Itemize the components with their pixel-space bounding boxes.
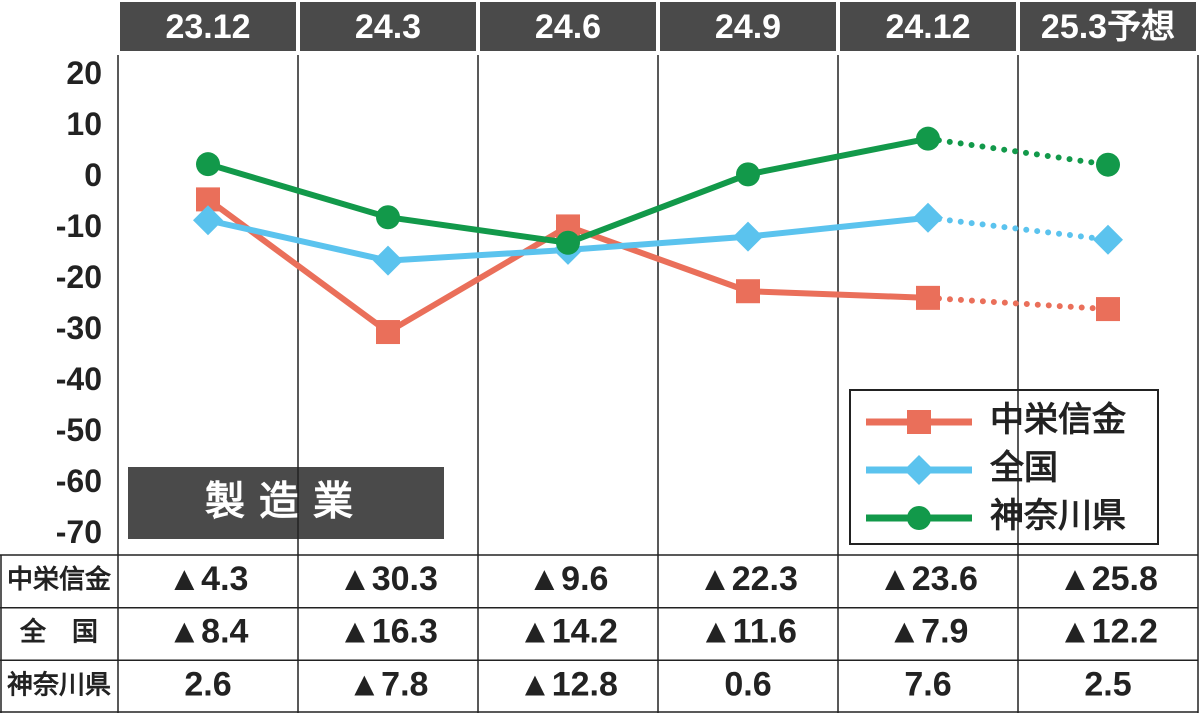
y-tick-label: -40: [56, 361, 102, 397]
table-cell: 2.5: [1084, 665, 1131, 703]
chart-title: 製造業: [205, 480, 367, 524]
header-cell: [840, 2, 1016, 51]
marker: [1096, 297, 1120, 322]
marker: [736, 162, 760, 187]
marker: [913, 202, 943, 233]
table-cell: ▲8.4: [168, 613, 249, 651]
marker: [1093, 224, 1123, 255]
marker: [907, 506, 931, 530]
header-cell: [300, 2, 476, 51]
table-cell: ▲7.8: [348, 665, 429, 703]
legend-label: 中栄信金: [990, 400, 1127, 439]
y-tick-label: -70: [56, 514, 102, 550]
header-cell: [480, 2, 656, 51]
x-tick-label: 25.3予想: [1041, 8, 1175, 46]
y-tick-label: -50: [56, 412, 102, 448]
forecast-line: [925, 294, 1111, 313]
row-label: 全 国: [19, 617, 98, 647]
marker: [916, 285, 940, 310]
x-tick-label: 23.12: [165, 8, 250, 46]
y-tick-label: -20: [56, 259, 102, 295]
table-cell: ▲4.3: [168, 560, 249, 598]
marker: [196, 152, 220, 177]
table-cell: ▲7.9: [888, 613, 969, 651]
x-tick-label: 24.6: [535, 8, 601, 46]
table-cell: ▲14.2: [518, 613, 618, 651]
marker: [193, 205, 223, 236]
marker: [736, 279, 760, 304]
forecast-line: [925, 214, 1111, 243]
table-cell: ▲23.6: [878, 560, 978, 598]
y-tick-label: 10: [66, 106, 102, 142]
table-cell: 0.6: [724, 665, 771, 703]
marker: [373, 245, 403, 276]
header-cell: [660, 2, 836, 51]
x-tick-label: 24.3: [355, 8, 421, 46]
marker: [907, 410, 931, 434]
marker: [376, 205, 400, 230]
table-cell: ▲22.3: [698, 560, 798, 598]
table-cell: ▲25.8: [1058, 560, 1158, 598]
table-cell: 7.6: [904, 665, 951, 703]
legend-label: 神奈川県: [990, 497, 1126, 535]
table-cell: ▲11.6: [699, 613, 797, 651]
marker: [376, 320, 400, 345]
y-tick-label: 0: [84, 157, 102, 193]
row-label: 神奈川県: [7, 669, 111, 699]
legend-label: 全国: [989, 448, 1058, 487]
row-label: 中栄信金: [7, 564, 112, 594]
y-tick-label: 20: [66, 55, 102, 91]
title-box: [128, 467, 444, 539]
marker: [1096, 152, 1120, 177]
marker: [916, 126, 940, 151]
table-cell: ▲16.3: [338, 613, 438, 651]
table-cell: ▲12.8: [518, 665, 618, 703]
y-tick-label: -10: [56, 208, 102, 244]
marker: [904, 455, 934, 485]
x-tick-label: 24.12: [885, 8, 970, 46]
marker: [556, 230, 580, 255]
forecast-line: [925, 135, 1111, 168]
header-cell: [120, 2, 296, 51]
table-cell: ▲9.6: [528, 560, 609, 598]
x-tick-label: 24.9: [715, 8, 781, 46]
y-tick-label: -60: [56, 463, 102, 499]
table-cell: ▲30.3: [338, 560, 438, 598]
header-cell: [1020, 2, 1196, 51]
marker: [733, 221, 763, 252]
y-tick-label: -30: [56, 310, 102, 346]
table-cell: 2.6: [184, 665, 231, 703]
table-cell: ▲12.2: [1058, 613, 1158, 651]
